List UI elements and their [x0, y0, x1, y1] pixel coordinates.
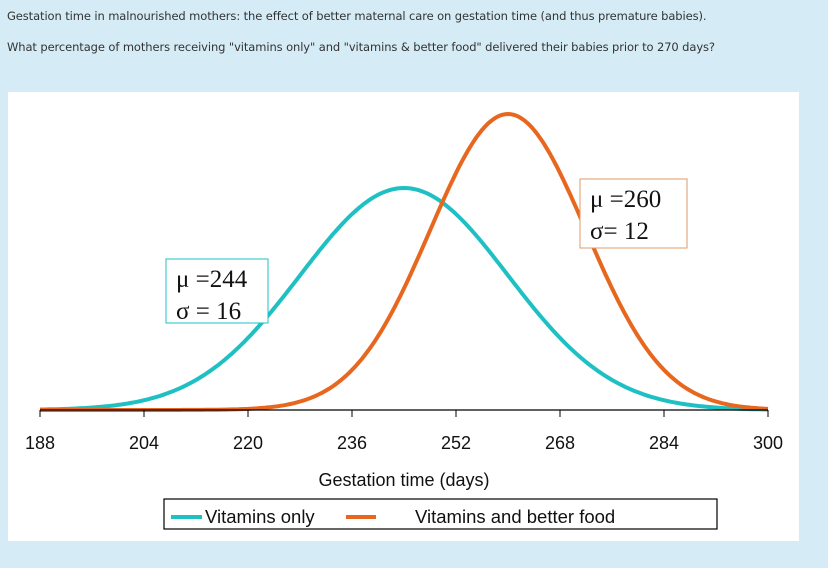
x-tick-label: 300 [753, 433, 783, 453]
curves-group [40, 112, 769, 412]
question-intro: Gestation time in malnourished mothers: … [7, 9, 707, 23]
question-prompt: What percentage of mothers receiving "vi… [7, 40, 715, 54]
annotation-sd: σ= 12 [590, 218, 649, 245]
annotation-sd: σ = 16 [176, 298, 241, 325]
x-tick-label: 188 [25, 433, 55, 453]
chart-panel: 188 204 220 236 252 268 284 300 Gestation time … [8, 92, 799, 541]
x-axis-title: Gestation time (days) [318, 470, 489, 490]
x-tick-label: 284 [649, 433, 679, 453]
x-tick-label: 204 [129, 433, 159, 453]
x-tick-label: 252 [441, 433, 471, 453]
series-line-vitamins-only [40, 186, 768, 412]
x-tick-labels-group: 188 204 220 236 252 268 284 300 [25, 433, 783, 453]
series-line-vitamins-and-better-food [40, 112, 769, 412]
legend-label-vitamins-better-food: Vitamins and better food [415, 506, 615, 527]
annotation-mean: μ =244 [176, 266, 248, 293]
legend-label-vitamins-only: Vitamins only [205, 506, 315, 527]
annotation-vitamins-better-food: μ =260 σ= 12 [579, 178, 688, 249]
x-tick-label: 236 [337, 433, 367, 453]
annotation-mean: μ =260 [590, 186, 661, 213]
legend: Vitamins only Vitamins and better food [163, 498, 718, 530]
gestation-chart: 188 204 220 236 252 268 284 300 Gestation time … [25, 112, 783, 530]
x-tick-label: 268 [545, 433, 575, 453]
x-tick-label: 220 [233, 433, 263, 453]
x-ticks-group [39, 410, 769, 417]
annotation-vitamins-only: μ =244 σ = 16 [165, 258, 269, 325]
